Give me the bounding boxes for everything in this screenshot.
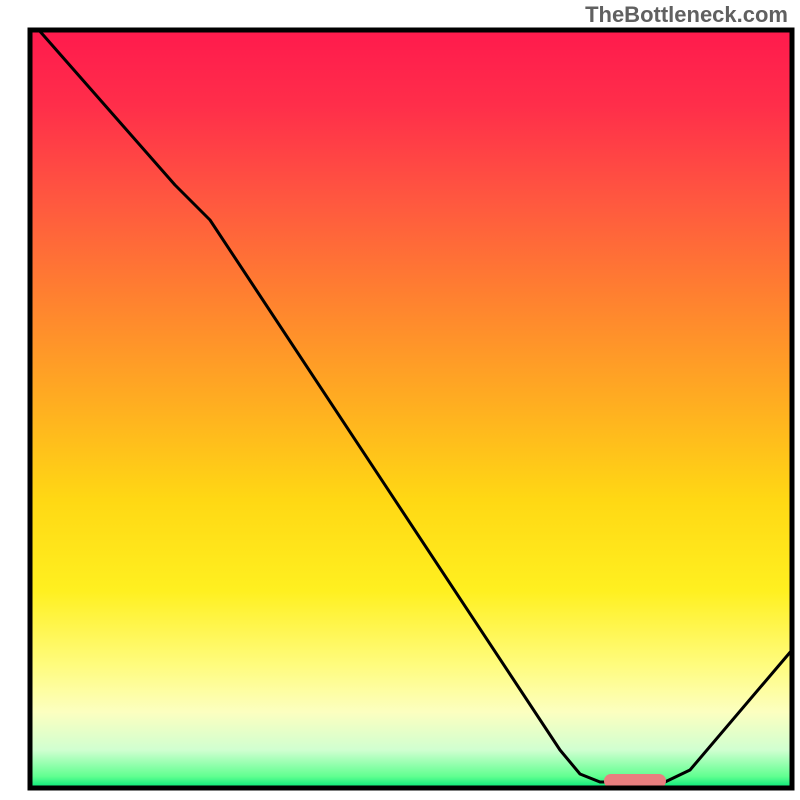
attribution-text: TheBottleneck.com	[585, 2, 788, 28]
gradient-background	[30, 30, 792, 788]
chart-svg	[0, 0, 800, 800]
chart-container: TheBottleneck.com	[0, 0, 800, 800]
